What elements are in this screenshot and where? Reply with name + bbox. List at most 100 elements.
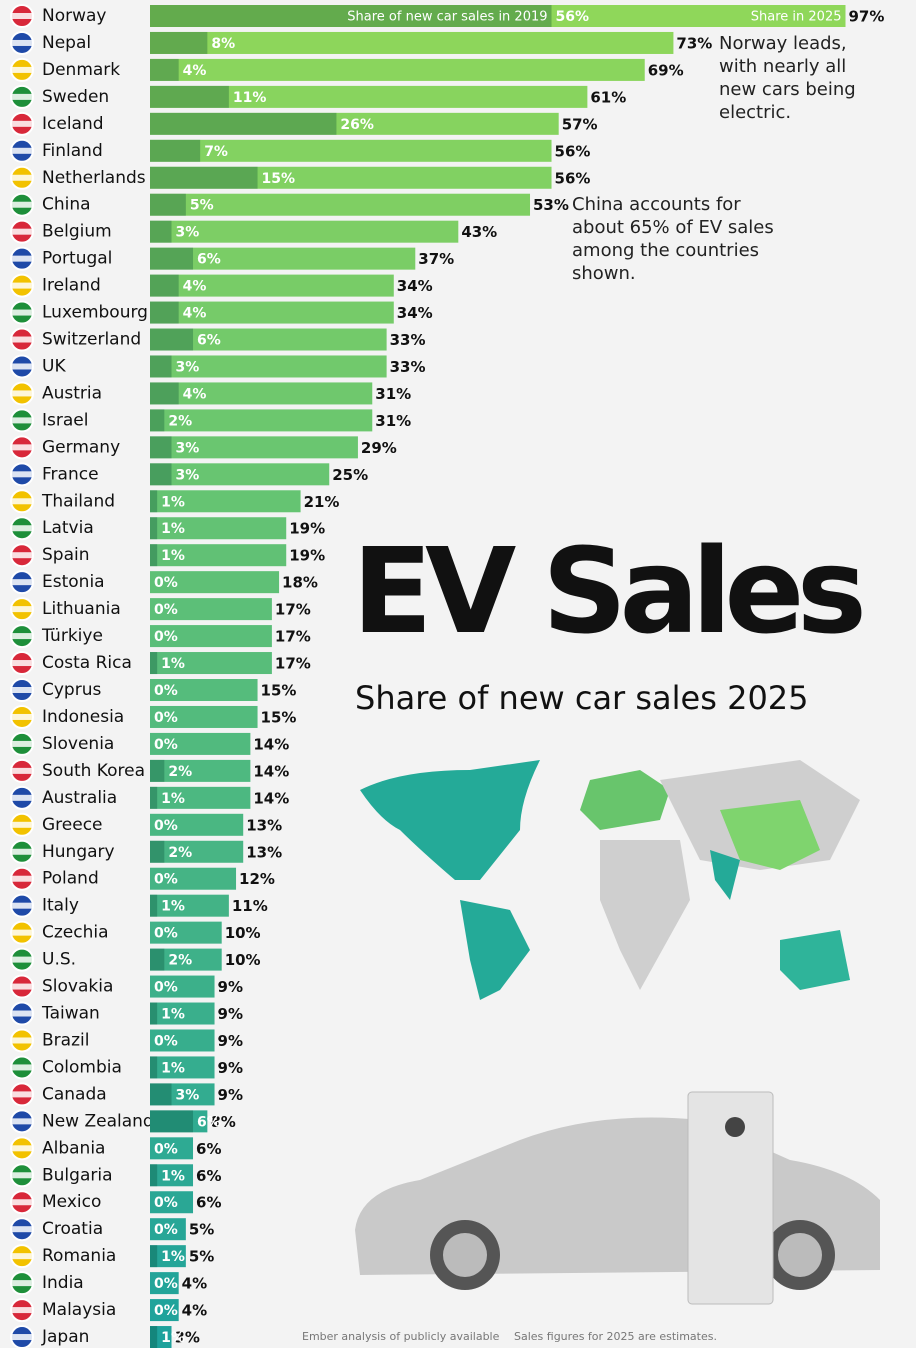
category-label: Italy — [42, 896, 79, 916]
category-label: Canada — [42, 1084, 107, 1104]
category-label: Romania — [42, 1246, 116, 1266]
bar-2025 — [150, 1245, 186, 1268]
category-label: Portugal — [42, 249, 112, 269]
row: Australia 14% 1% — [10, 785, 289, 810]
value-label-2019: 1% — [161, 899, 185, 915]
bar-2025 — [150, 409, 373, 432]
bar-2025 — [150, 274, 394, 297]
category-label: UK — [42, 356, 66, 376]
value-label-2019: 3% — [176, 359, 200, 375]
bar-2019 — [150, 840, 165, 863]
category-label: Iceland — [42, 114, 104, 134]
flag-band — [11, 660, 33, 667]
category-label: U.S. — [42, 950, 76, 970]
category-label: Costa Rica — [42, 653, 132, 673]
category-label: Ireland — [42, 276, 101, 296]
bar-2025 — [150, 490, 301, 513]
flag-band — [11, 1010, 33, 1017]
row: Albania 6% 0% — [10, 1136, 221, 1161]
flag-band — [11, 336, 33, 343]
flag-band — [11, 606, 33, 613]
flag-band — [11, 740, 33, 747]
category-label: Netherlands — [42, 168, 146, 188]
value-label-2025: 9% — [218, 1086, 243, 1104]
flag-band — [11, 902, 33, 909]
value-label-2025: 14% — [253, 735, 289, 753]
row: Sweden 61% 11% — [10, 84, 626, 109]
bar-2025 — [150, 328, 387, 351]
bar-2025 — [150, 1272, 179, 1295]
value-label-2019: 2% — [168, 764, 192, 780]
source-note: Sales figures for 2025 are estimates. — [514, 1330, 717, 1343]
row: Bulgaria 6% 1% — [10, 1163, 221, 1188]
value-label-2025: 69% — [648, 61, 684, 79]
bar-2025 — [150, 85, 588, 108]
bar-2025 — [150, 786, 251, 809]
value-label-2019: 0% — [154, 1276, 178, 1292]
row: Canada 9% 3% — [10, 1082, 243, 1107]
bar-2025 — [150, 598, 272, 621]
category-label: New Zealand — [42, 1111, 154, 1131]
flag-band — [11, 794, 33, 801]
legend-2019: Share of new car sales in 2019 — [347, 10, 547, 25]
row: Indonesia 15% 0% — [10, 704, 296, 729]
bar-2019 — [150, 463, 172, 486]
row: Finland 56% 7% — [10, 138, 591, 163]
value-label-2019: 5% — [190, 198, 214, 214]
value-label-2025: 56% — [555, 142, 591, 160]
row: Norway 97% 56% — [10, 4, 884, 28]
row: Brazil 9% 0% — [10, 1028, 243, 1053]
value-label-2019: 7% — [204, 144, 228, 160]
row: Belgium 43% 3% — [10, 219, 497, 244]
value-label-2019: 0% — [154, 710, 178, 726]
value-label-2019: 3% — [176, 440, 200, 456]
value-label-2019: 1% — [161, 1249, 185, 1265]
row: Costa Rica 17% 1% — [10, 651, 311, 676]
flag-band — [11, 713, 33, 720]
row: China 53% 5% — [10, 192, 569, 217]
value-label-2019: 0% — [154, 926, 178, 942]
flag-band — [11, 633, 33, 640]
row: Italy 11% 1% — [10, 893, 268, 918]
bar-2025 — [150, 301, 394, 324]
flag-band — [11, 39, 33, 46]
bar-2025 — [150, 112, 559, 135]
flag-band — [11, 147, 33, 154]
bar-2025 — [150, 1137, 194, 1160]
row: Switzerland 33% 6% — [10, 327, 426, 352]
bar-2025 — [150, 220, 459, 243]
row: Iceland 57% 26% — [10, 111, 598, 136]
row: Lithuania 17% 0% — [10, 597, 311, 622]
bar-2025 — [150, 517, 287, 540]
value-label-2019: 2% — [168, 953, 192, 969]
bar-2019 — [150, 301, 179, 324]
row: New Zealand 8%6% — [10, 1109, 236, 1134]
row: Portugal 37% 6% — [10, 246, 454, 271]
value-label-2019: 4% — [183, 306, 207, 322]
value-label-2025: 13% — [246, 816, 282, 834]
annotation: China accounts for about 65% of EV sales a… — [572, 194, 774, 284]
bar-2019 — [150, 139, 201, 162]
flag-band — [11, 875, 33, 882]
category-label: Switzerland — [42, 330, 141, 350]
value-label-2025: 14% — [253, 789, 289, 807]
value-label-2025: 4% — [182, 1275, 207, 1293]
bar-2025 — [150, 679, 258, 701]
flag-band — [11, 1253, 33, 1260]
bar-2019 — [150, 112, 337, 135]
bar-2019 — [150, 490, 158, 513]
value-label-2025: 3% — [175, 1329, 200, 1347]
value-label-2025: 10% — [225, 924, 261, 942]
flag-band — [11, 444, 33, 451]
row: Hungary 13% 2% — [10, 839, 282, 864]
value-label-2025: 34% — [397, 304, 433, 322]
value-label-2025: 17% — [275, 655, 311, 673]
value-label-2025: 5% — [189, 1221, 214, 1239]
value-label-2019: 0% — [154, 1033, 178, 1049]
bar-2019 — [150, 1245, 158, 1268]
row: Mexico 6% 0% — [10, 1190, 221, 1215]
row: Croatia 5% 0% — [10, 1217, 214, 1242]
value-label-2025: 61% — [590, 88, 626, 106]
row: South Korea 14% 2% — [10, 758, 289, 783]
value-label-2019: 0% — [154, 818, 178, 834]
